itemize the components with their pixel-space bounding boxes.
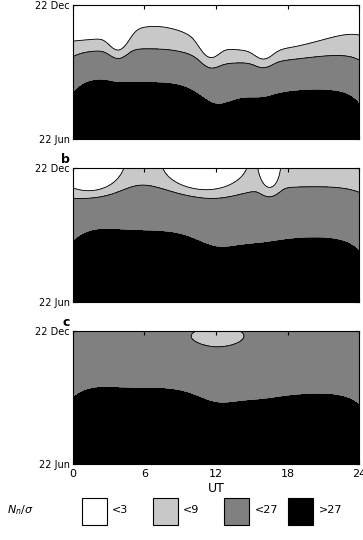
Bar bbox=[224, 498, 249, 525]
Text: b: b bbox=[61, 153, 70, 166]
Text: a: a bbox=[61, 0, 70, 3]
Text: c: c bbox=[62, 315, 70, 328]
Bar bbox=[82, 498, 107, 525]
X-axis label: UT: UT bbox=[208, 482, 224, 495]
Text: $N_n/\sigma$: $N_n/\sigma$ bbox=[7, 503, 34, 517]
Bar bbox=[153, 498, 178, 525]
Text: <3: <3 bbox=[112, 505, 129, 515]
Text: >27: >27 bbox=[318, 505, 342, 515]
Text: <27: <27 bbox=[254, 505, 278, 515]
Bar bbox=[288, 498, 313, 525]
Text: <9: <9 bbox=[183, 505, 200, 515]
